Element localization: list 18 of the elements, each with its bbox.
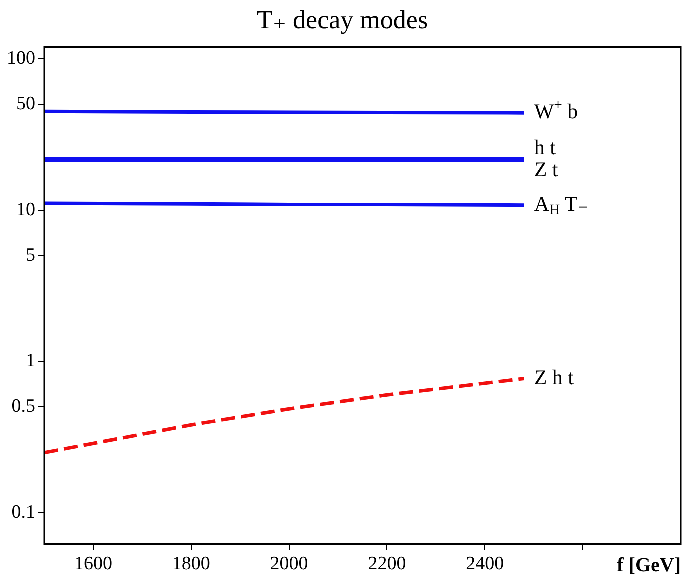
x-tick-label: 1600 bbox=[74, 554, 112, 575]
y-tick-label: 100 bbox=[7, 48, 36, 70]
series-label: W+ b bbox=[534, 98, 578, 124]
x-tick-label: 1800 bbox=[172, 554, 210, 575]
y-tick-label: 0.5 bbox=[12, 396, 36, 418]
x-tick-label: 2400 bbox=[466, 554, 504, 575]
x-tick-label: 2200 bbox=[368, 554, 406, 575]
x-axis-title: f [GeV] bbox=[617, 554, 681, 576]
chart-title: T₊ decay modes bbox=[256, 5, 428, 34]
y-tick-label: 10 bbox=[16, 199, 36, 220]
series-label: h t bbox=[534, 135, 556, 160]
series-label: Z h t bbox=[534, 365, 574, 390]
y-tick-label: 0.1 bbox=[12, 502, 36, 523]
y-tick-label: 1 bbox=[26, 350, 36, 372]
x-tick-label: 2000 bbox=[270, 554, 308, 575]
y-tick-label: 50 bbox=[16, 94, 36, 115]
y-tick-label: 5 bbox=[26, 244, 36, 266]
series-label: Z t bbox=[534, 157, 558, 182]
